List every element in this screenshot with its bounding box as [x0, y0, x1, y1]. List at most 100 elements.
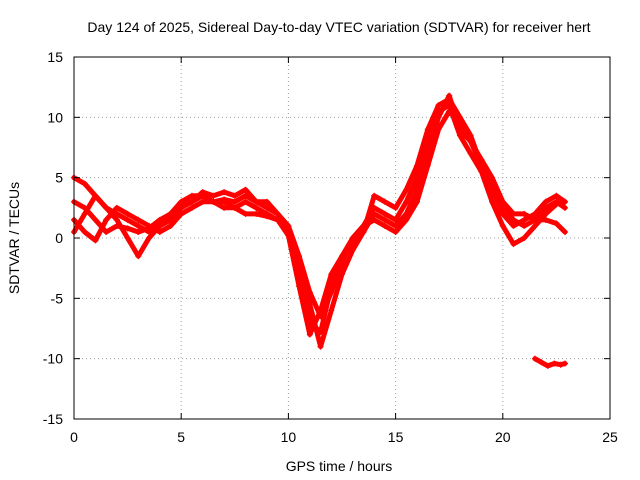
- data-point: [424, 162, 431, 169]
- data-point: [561, 228, 568, 235]
- data-point: [381, 216, 388, 223]
- data-point: [231, 192, 238, 199]
- data-point: [124, 235, 131, 241]
- data-point: [510, 216, 517, 223]
- data-point: [135, 216, 142, 223]
- data-point: [178, 198, 185, 205]
- data-point: [561, 204, 568, 211]
- x-tick-label: 5: [177, 429, 185, 445]
- data-point: [156, 216, 163, 223]
- y-axis-label: SDTVAR / TECUs: [6, 182, 22, 294]
- data-point: [263, 198, 270, 205]
- chart-title: Day 124 of 2025, Sidereal Day-to-day VTE…: [87, 19, 590, 35]
- y-tick-label: 0: [55, 230, 63, 246]
- data-point: [339, 253, 345, 260]
- data-point: [253, 204, 260, 211]
- y-tick-label: -15: [43, 411, 63, 427]
- data-point: [446, 108, 453, 115]
- data-point: [435, 102, 442, 109]
- data-point: [103, 204, 110, 211]
- data-point: [306, 289, 313, 296]
- data-point: [146, 235, 153, 241]
- data-point: [221, 189, 228, 196]
- data-point: [167, 222, 174, 229]
- data-point: [521, 210, 528, 217]
- data-point: [489, 174, 496, 181]
- data-point: [371, 192, 378, 199]
- data-point: [242, 192, 249, 199]
- data-point: [253, 210, 260, 217]
- data-point: [435, 126, 442, 133]
- x-tick-label: 20: [495, 429, 511, 445]
- x-tick-label: 25: [602, 429, 618, 445]
- data-point: [92, 237, 99, 244]
- data-point: [242, 198, 249, 205]
- data-point: [551, 360, 558, 367]
- data-point: [467, 132, 474, 139]
- data-point: [167, 210, 174, 217]
- data-point: [510, 241, 517, 248]
- data-point: [263, 204, 270, 211]
- data-point: [542, 216, 549, 223]
- data-point: [328, 307, 335, 314]
- data-point: [156, 222, 163, 229]
- data-point: [456, 114, 463, 121]
- data-point: [124, 210, 131, 217]
- data-point: [328, 271, 335, 278]
- data-point: [489, 186, 496, 193]
- data-point: [521, 222, 528, 229]
- data-point: [542, 198, 549, 205]
- data-point: [231, 204, 238, 211]
- data-point: [521, 235, 528, 241]
- data-point: [210, 198, 217, 205]
- data-point: [531, 210, 538, 217]
- x-tick-label: 15: [388, 429, 404, 445]
- data-point: [306, 331, 313, 338]
- data-point: [414, 162, 421, 169]
- data-point: [414, 198, 421, 205]
- data-point: [456, 132, 463, 139]
- data-point: [403, 186, 410, 193]
- data-point: [403, 198, 410, 205]
- y-tick-label: 10: [47, 109, 63, 125]
- data-point: [124, 216, 131, 223]
- data-point: [188, 198, 195, 205]
- data-point: [296, 283, 303, 290]
- data-point: [371, 216, 378, 223]
- data-point: [510, 210, 517, 217]
- data-point: [103, 216, 110, 223]
- data-point: [392, 228, 399, 235]
- data-point: [381, 222, 388, 229]
- data-point: [542, 204, 549, 211]
- data-point: [499, 204, 506, 211]
- data-point: [274, 216, 281, 223]
- y-tick-label: -5: [51, 290, 64, 306]
- data-point: [199, 192, 206, 199]
- data-point: [81, 210, 88, 217]
- data-point: [561, 198, 568, 205]
- data-point: [403, 216, 410, 223]
- data-point: [199, 198, 206, 205]
- x-axis-label: GPS time / hours: [286, 458, 393, 474]
- data-point: [253, 198, 260, 205]
- x-tick-label: 10: [281, 429, 297, 445]
- data-point: [156, 228, 163, 235]
- data-point: [542, 210, 549, 217]
- data-point: [478, 162, 485, 169]
- data-point: [92, 192, 99, 199]
- data-point: [553, 192, 560, 199]
- data-point: [349, 247, 356, 254]
- data-point: [188, 192, 195, 199]
- data-point: [553, 220, 560, 227]
- data-point: [188, 204, 195, 211]
- data-point: [467, 150, 474, 157]
- x-tick-label: 0: [70, 429, 78, 445]
- data-point: [81, 228, 88, 235]
- data-point: [499, 210, 506, 217]
- data-point: [124, 225, 131, 232]
- data-point: [285, 232, 292, 239]
- data-point: [221, 198, 228, 205]
- y-tick-label: 5: [55, 170, 63, 186]
- data-point: [557, 361, 564, 368]
